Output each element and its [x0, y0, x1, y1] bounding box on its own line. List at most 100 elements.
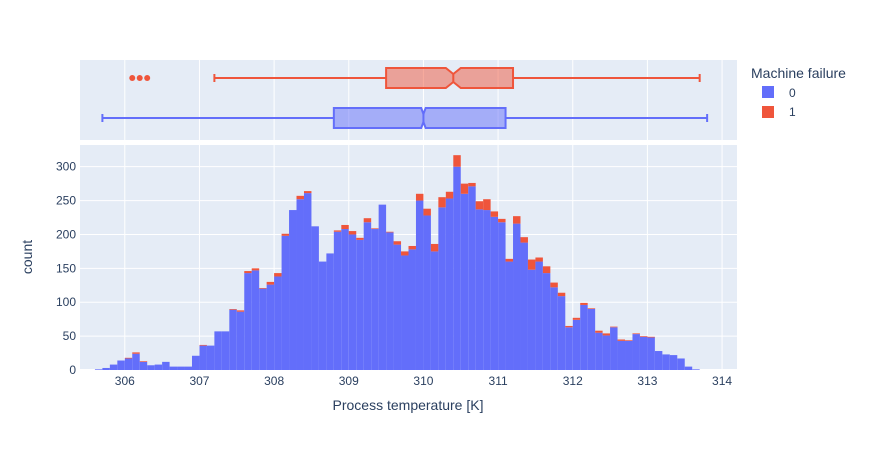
- histogram-bar-series-1[interactable]: [632, 333, 640, 335]
- histogram-bar-series-0[interactable]: [677, 358, 685, 370]
- histogram-bar-series-1[interactable]: [468, 182, 476, 187]
- histogram-bar-series-0[interactable]: [498, 222, 506, 370]
- histogram-bar-series-0[interactable]: [610, 327, 618, 370]
- histogram-bar-series-1[interactable]: [341, 224, 349, 230]
- histogram-bar-series-0[interactable]: [460, 193, 469, 370]
- box-outlier-point[interactable]: [136, 75, 143, 81]
- histogram-bar-series-0[interactable]: [393, 244, 402, 370]
- histogram-bar-series-1[interactable]: [430, 243, 439, 252]
- histogram-bar-series-0[interactable]: [184, 366, 192, 370]
- histogram-bar-series-0[interactable]: [617, 340, 626, 370]
- histogram-bar-series-1[interactable]: [445, 191, 454, 199]
- histogram-bar-series-0[interactable]: [513, 223, 521, 370]
- histogram-bar-series-0[interactable]: [348, 234, 357, 370]
- histogram-bar-series-1[interactable]: [460, 183, 469, 194]
- histogram-bar-series-1[interactable]: [356, 237, 364, 240]
- histogram-bar-series-0[interactable]: [251, 270, 260, 370]
- histogram-bar-series-1[interactable]: [453, 155, 461, 167]
- histogram-bar-series-0[interactable]: [468, 186, 476, 370]
- histogram-bar-series-0[interactable]: [572, 319, 581, 370]
- histogram-bar-series-1[interactable]: [132, 352, 140, 354]
- histogram-bar-series-1[interactable]: [639, 336, 648, 337]
- histogram-bar-series-0[interactable]: [94, 369, 103, 370]
- histogram-bar-series-1[interactable]: [580, 302, 588, 305]
- histogram-bar-series-0[interactable]: [266, 284, 275, 370]
- histogram-bar-series-0[interactable]: [595, 332, 603, 370]
- histogram-bar-series-1[interactable]: [296, 195, 304, 200]
- histogram-bar-series-0[interactable]: [453, 166, 461, 370]
- histogram-bar-series-0[interactable]: [557, 296, 566, 370]
- histogram-bar-series-0[interactable]: [199, 345, 207, 370]
- histogram-bar-series-0[interactable]: [303, 193, 312, 370]
- box-outlier-point[interactable]: [129, 75, 136, 81]
- histogram-bar-series-1[interactable]: [363, 218, 372, 223]
- histogram-bar-series-1[interactable]: [610, 326, 618, 328]
- histogram-bar-series-1[interactable]: [550, 282, 558, 288]
- histogram-bar-series-0[interactable]: [102, 367, 110, 370]
- histogram-bar-series-0[interactable]: [535, 261, 543, 370]
- histogram-bar-series-0[interactable]: [625, 340, 633, 370]
- histogram-bar-series-0[interactable]: [177, 366, 185, 370]
- histogram-bar-series-0[interactable]: [542, 273, 551, 370]
- histogram-bar-series-1[interactable]: [236, 310, 245, 312]
- histogram-bar-series-1[interactable]: [393, 241, 402, 245]
- histogram-bar-series-0[interactable]: [527, 269, 536, 370]
- histogram-bar-series-1[interactable]: [348, 231, 357, 235]
- histogram-bar-series-1[interactable]: [415, 193, 424, 201]
- histogram-bar-series-0[interactable]: [490, 216, 499, 370]
- histogram-bar-series-0[interactable]: [371, 229, 379, 370]
- histogram-bar-series-1[interactable]: [595, 330, 603, 333]
- histogram-bar-series-0[interactable]: [318, 261, 327, 370]
- histogram-bar-series-1[interactable]: [251, 268, 260, 271]
- histogram-bar-series-0[interactable]: [132, 353, 140, 370]
- histogram-bar-series-1[interactable]: [438, 197, 446, 208]
- histogram-bar-series-0[interactable]: [639, 336, 648, 370]
- histogram-bar-series-1[interactable]: [333, 230, 342, 232]
- histogram-bar-series-0[interactable]: [139, 361, 148, 370]
- histogram-bar-series-1[interactable]: [139, 361, 148, 362]
- histogram-bar-series-0[interactable]: [401, 255, 409, 370]
- legend-item-0[interactable]: 0: [762, 86, 796, 100]
- histogram-bar-series-1[interactable]: [229, 309, 237, 310]
- histogram-bar-series-0[interactable]: [154, 364, 163, 370]
- histogram-bar-series-1[interactable]: [303, 191, 312, 194]
- histogram-bar-series-0[interactable]: [684, 366, 693, 370]
- histogram-bar-series-0[interactable]: [274, 276, 282, 370]
- histogram-bar-series-0[interactable]: [647, 337, 655, 370]
- histogram-bar-series-0[interactable]: [147, 365, 155, 370]
- histogram-bar-series-0[interactable]: [423, 215, 431, 370]
- histogram-bar-series-1[interactable]: [266, 281, 275, 285]
- histogram-bar-series-1[interactable]: [274, 273, 282, 277]
- histogram-bar-series-0[interactable]: [191, 355, 200, 370]
- histogram-bar-series-1[interactable]: [244, 271, 252, 274]
- histogram-bar-series-0[interactable]: [311, 226, 319, 370]
- histogram-bar-series-0[interactable]: [475, 209, 484, 370]
- histogram-bar-series-0[interactable]: [169, 366, 178, 370]
- histogram-bar-series-0[interactable]: [602, 335, 611, 370]
- histogram-bar-series-0[interactable]: [587, 309, 596, 370]
- histogram-bar-series-1[interactable]: [587, 308, 596, 310]
- histogram-bar-series-1[interactable]: [408, 245, 416, 250]
- histogram-bar-series-0[interactable]: [550, 287, 558, 370]
- histogram-bar-series-1[interactable]: [527, 259, 536, 270]
- histogram-bar-series-0[interactable]: [386, 232, 394, 370]
- histogram-bar-series-0[interactable]: [289, 210, 297, 370]
- histogram-bar-series-1[interactable]: [498, 218, 506, 223]
- histogram-bar-series-0[interactable]: [296, 199, 304, 370]
- histogram-bar-series-0[interactable]: [341, 229, 349, 370]
- histogram-bar-series-1[interactable]: [535, 257, 543, 262]
- histogram-bar-series-0[interactable]: [445, 198, 454, 370]
- histogram-bar-series-0[interactable]: [565, 327, 573, 370]
- histogram-bar-series-0[interactable]: [162, 361, 170, 370]
- histogram-bar-series-0[interactable]: [333, 231, 342, 370]
- histogram-bar-series-1[interactable]: [602, 333, 611, 336]
- histogram-bar-series-0[interactable]: [206, 345, 215, 370]
- histogram-bar-series-0[interactable]: [505, 261, 514, 370]
- histogram-bar-series-0[interactable]: [363, 222, 372, 370]
- histogram-bar-series-0[interactable]: [520, 242, 528, 370]
- histogram-bar-series-0[interactable]: [408, 249, 416, 370]
- histogram-bar-series-1[interactable]: [386, 231, 394, 233]
- histogram-bar-series-0[interactable]: [326, 253, 334, 370]
- histogram-bar-series-1[interactable]: [565, 325, 573, 328]
- histogram-bar-series-1[interactable]: [572, 317, 581, 320]
